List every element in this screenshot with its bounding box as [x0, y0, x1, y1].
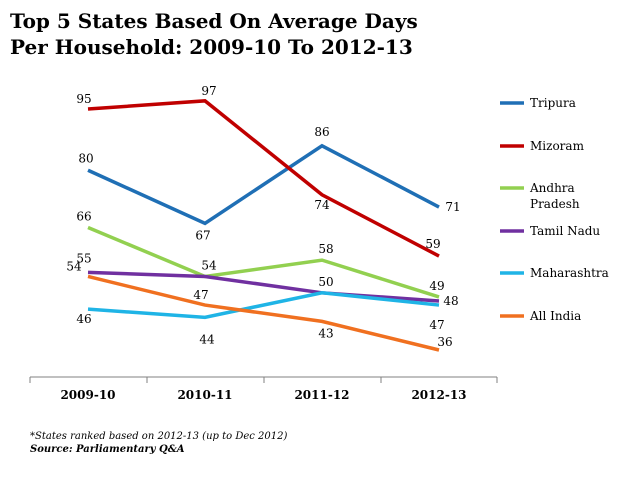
- data-label: 54: [66, 259, 82, 273]
- data-label: 97: [201, 84, 216, 98]
- legend-entry: Tripura: [530, 96, 576, 110]
- data-label: 46: [76, 312, 91, 326]
- data-label: 54: [201, 258, 217, 272]
- series-line-tripura: [87, 143, 440, 226]
- data-label: 58: [318, 242, 333, 256]
- series-line-all-india: [87, 274, 440, 352]
- series-line-mizoram: [87, 99, 440, 258]
- data-label: 44: [199, 332, 215, 346]
- data-label: 48: [443, 294, 458, 308]
- x-tick-label: 2010-11: [177, 388, 232, 402]
- series-line-maharashtra: [87, 291, 440, 320]
- x-tick-label: 2011-12: [294, 388, 349, 402]
- data-label: 59: [425, 237, 440, 251]
- data-label: 86: [314, 125, 329, 139]
- source-note: Source: Parliamentary Q&A: [30, 444, 185, 455]
- data-label: 67: [195, 228, 210, 242]
- legend-entry: All India: [529, 309, 581, 323]
- data-label: 95: [76, 92, 91, 106]
- data-label: 43: [318, 326, 333, 340]
- legend-entry: Andhra Pradesh: [529, 181, 580, 211]
- legend-entry: Mizoram: [530, 139, 585, 153]
- series-line-andhra-pradesh: [87, 225, 440, 299]
- data-label: 36: [437, 335, 452, 349]
- legend-entry: Maharashtra: [530, 266, 609, 280]
- series-line-tamil-nadu: [87, 270, 440, 303]
- data-label: 55: [76, 251, 91, 265]
- data-label: 74: [314, 198, 330, 212]
- chart-title: Top 5 States Based On Average Days Per H…: [10, 9, 418, 59]
- legend-entry: Tamil Nadu: [530, 224, 600, 238]
- data-label: 50: [318, 275, 333, 289]
- x-tick-label: 2012-13: [411, 388, 466, 402]
- footnote: *States ranked based on 2012-13 (up to D…: [30, 431, 288, 442]
- data-label: 80: [78, 151, 93, 165]
- data-label: 47: [429, 318, 444, 332]
- data-label: 49: [429, 279, 444, 293]
- data-label: 47: [193, 288, 208, 302]
- data-label: 66: [76, 209, 91, 223]
- data-label: 71: [445, 200, 460, 214]
- x-tick-label: 2009-10: [60, 388, 115, 402]
